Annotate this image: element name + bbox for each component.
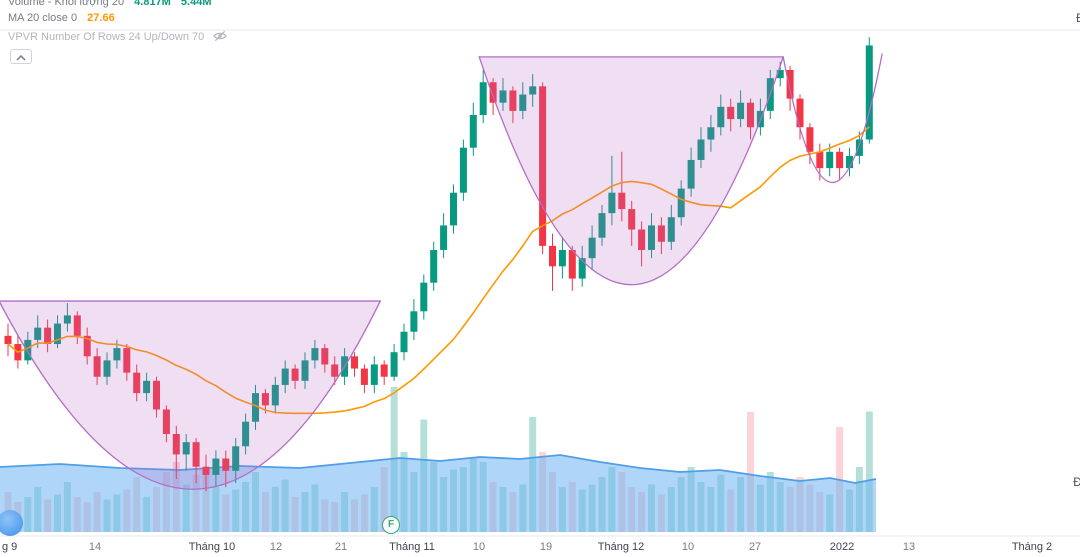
time-axis-label: 21 <box>334 541 348 553</box>
legend-volume-value: 4.817M <box>134 0 171 8</box>
time-axis-label: 12 <box>269 541 283 553</box>
time-axis-label: 2022 <box>829 541 855 553</box>
cup-pattern-overlay[interactable] <box>0 53 883 490</box>
visibility-off-icon[interactable] <box>213 30 227 45</box>
legend-volume-row[interactable]: Volume - Khối lượng 20 4.817M 5.44M <box>8 0 212 8</box>
time-axis-label: 19 <box>539 541 553 553</box>
bottom-left-button[interactable] <box>0 510 23 536</box>
time-axis-label: Tháng 10 <box>188 541 236 553</box>
time-axis-label: 13 <box>902 541 916 553</box>
legend-ma-row[interactable]: MA 20 close 0 27.66 <box>8 12 115 24</box>
legend-volume-ma-value: 5.44M <box>180 0 212 8</box>
time-axis-label: Tháng 12 <box>597 541 645 553</box>
legend-vpvr-title: VPVR Number Of Rows 24 Up/Down 70 <box>8 31 205 43</box>
time-axis-label: Tháng 11 <box>389 541 435 553</box>
time-axis[interactable]: g 9 14 Tháng 10 12 21 Tháng 11 10 19 Tháng 12 10 2… <box>0 536 1080 557</box>
event-marker-f[interactable]: F <box>382 516 400 534</box>
legend-volume-title: Volume - Khối lượng 20 <box>8 0 125 8</box>
pane-separators <box>0 29 1080 537</box>
legend-ma-title: MA 20 close 0 <box>8 12 78 24</box>
right-edge-clipped-label[interactable]: Đa <box>1073 477 1080 489</box>
time-axis-label: g 9 <box>2 541 18 553</box>
time-axis-label: Tháng 2 <box>1011 541 1053 553</box>
time-axis-label: 14 <box>88 541 102 553</box>
right-edge-clipped-label[interactable]: Đi <box>1076 13 1080 25</box>
legend-vpvr-row[interactable]: VPVR Number Of Rows 24 Up/Down 70 <box>8 30 227 45</box>
chevron-up-icon <box>16 49 26 64</box>
time-axis-label: 27 <box>748 541 762 553</box>
time-axis-label: 10 <box>472 541 486 553</box>
collapse-pane-button[interactable] <box>10 49 32 64</box>
ma-line <box>7 126 870 415</box>
time-axis-label: 10 <box>681 541 695 553</box>
legend-ma-value: 27.66 <box>87 12 115 24</box>
